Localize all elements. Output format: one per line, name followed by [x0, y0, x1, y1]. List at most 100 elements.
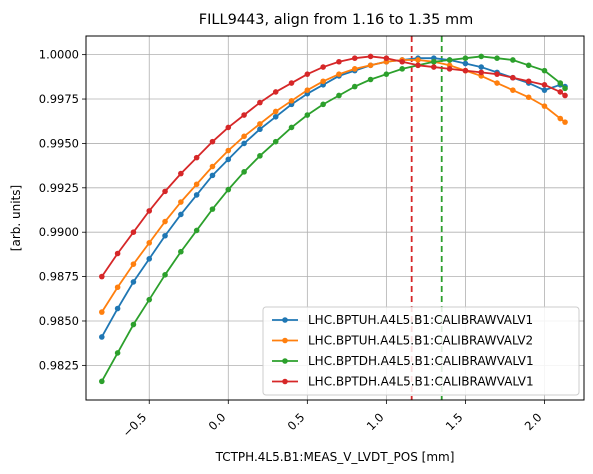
- legend-swatch-marker: [282, 378, 288, 385]
- data-point: [193, 181, 200, 188]
- data-point: [320, 64, 326, 70]
- data-point: [272, 113, 279, 120]
- data-point: [114, 305, 121, 312]
- data-point: [241, 112, 247, 118]
- data-point: [431, 64, 437, 70]
- data-point: [367, 62, 374, 69]
- data-point: [541, 103, 548, 109]
- data-point: [288, 124, 295, 131]
- legend-label: LHC.BPTDH.A4L5.B1:CALIBRAWVALV1: [308, 354, 534, 368]
- data-point: [225, 156, 232, 163]
- data-point: [272, 89, 279, 95]
- legend-label: LHC.BPTDH.A4L5.B1:CALIBRAWVALV1: [308, 375, 534, 389]
- data-point: [367, 76, 374, 83]
- data-point: [99, 309, 105, 315]
- data-point: [99, 273, 105, 280]
- data-point: [114, 284, 121, 291]
- y-tick-label: 0.9875: [39, 270, 79, 284]
- y-axis-label: [arb. units]: [9, 185, 23, 251]
- data-point: [114, 250, 121, 257]
- data-point: [351, 55, 358, 61]
- data-point: [146, 256, 153, 262]
- data-point: [431, 58, 437, 65]
- data-point: [510, 87, 516, 93]
- chart-title: FILL9443, align from 1.16 to 1.35 mm: [199, 12, 473, 28]
- x-axis-label: TCTPH.4L5.B1:MEAS_V_LVDT_POS [mm]: [215, 450, 455, 464]
- data-point: [178, 170, 184, 177]
- y-tick-label: 0.9950: [39, 136, 79, 150]
- data-point: [209, 172, 216, 179]
- legend-item: LHC.BPTDH.A4L5.B1:CALIBRAWVALV1: [272, 375, 534, 389]
- legend: LHC.BPTUH.A4L5.B1:CALIBRAWVALV1 LHC.BPTUH…: [262, 306, 580, 396]
- data-point: [557, 115, 564, 122]
- data-point: [557, 89, 564, 95]
- data-point: [494, 80, 500, 86]
- data-point: [304, 71, 311, 77]
- data-point: [209, 206, 216, 212]
- data-point: [288, 80, 295, 86]
- data-point: [225, 147, 232, 154]
- data-point: [225, 124, 232, 131]
- data-point: [257, 153, 263, 159]
- data-point: [541, 67, 548, 74]
- data-point: [562, 119, 568, 125]
- data-point: [241, 133, 247, 140]
- data-point: [494, 55, 500, 61]
- data-point: [446, 57, 453, 63]
- data-point: [510, 57, 516, 63]
- data-point: [494, 71, 500, 77]
- legend-box: [262, 306, 580, 396]
- data-point: [336, 92, 342, 99]
- data-point: [462, 55, 469, 61]
- data-point: [562, 92, 568, 99]
- data-point: [178, 248, 184, 255]
- data-point: [272, 138, 279, 145]
- legend-swatch-marker: [282, 358, 288, 364]
- data-point: [351, 83, 358, 90]
- data-point: [146, 240, 153, 246]
- series-layer: [99, 53, 568, 385]
- y-tick-label: 0.9900: [39, 225, 79, 239]
- data-point: [525, 78, 532, 85]
- data-point: [415, 62, 421, 69]
- data-point: [478, 64, 485, 70]
- data-point: [178, 211, 184, 218]
- data-point: [304, 112, 311, 118]
- data-point: [130, 321, 137, 328]
- data-point: [415, 57, 421, 63]
- data-point: [541, 82, 548, 88]
- data-point: [130, 279, 137, 285]
- data-point: [525, 94, 532, 101]
- data-point: [336, 58, 342, 65]
- data-point: [446, 66, 453, 72]
- series-1: [99, 57, 568, 315]
- data-point: [209, 163, 216, 170]
- data-point: [462, 60, 469, 67]
- y-axis-ticks: 0.9825 0.9850 0.9875 0.9900 0.9925 0.9950 0.99…: [39, 48, 86, 372]
- data-point: [241, 169, 247, 175]
- data-point: [383, 55, 390, 61]
- data-point: [99, 334, 105, 340]
- legend-swatch-marker: [282, 317, 288, 323]
- data-point: [162, 188, 168, 195]
- data-point: [257, 99, 263, 106]
- series-2: [99, 53, 568, 385]
- data-point: [225, 186, 232, 193]
- data-point: [478, 69, 485, 76]
- legend-swatch-marker: [282, 337, 288, 344]
- data-point: [130, 229, 137, 236]
- data-point: [193, 192, 200, 198]
- data-point: [462, 67, 469, 74]
- y-tick-label: 1.0000: [39, 48, 79, 62]
- y-tick-label: 0.9975: [39, 92, 79, 106]
- y-tick-label: 0.9825: [39, 358, 79, 372]
- data-point: [146, 208, 153, 214]
- data-point: [367, 53, 374, 60]
- data-point: [383, 71, 390, 77]
- data-point: [478, 53, 485, 60]
- data-point: [562, 85, 568, 92]
- data-point: [399, 58, 405, 65]
- data-point: [114, 350, 121, 356]
- data-point: [336, 71, 342, 77]
